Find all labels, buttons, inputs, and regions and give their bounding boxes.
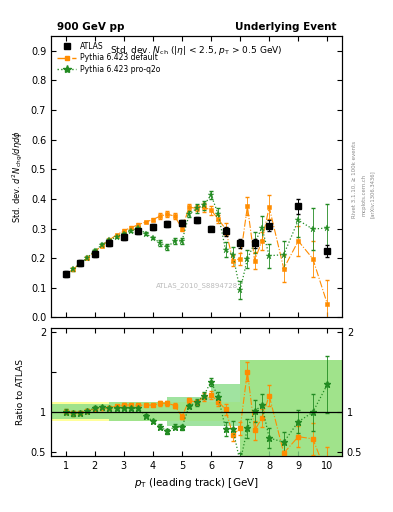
- Y-axis label: Std. dev. $d^2N_\mathrm{chg}/d\eta d\phi$: Std. dev. $d^2N_\mathrm{chg}/d\eta d\phi…: [11, 130, 25, 223]
- Bar: [51, 404, 109, 419]
- Text: 900 GeV pp: 900 GeV pp: [57, 22, 125, 32]
- Bar: [298, 360, 342, 456]
- Bar: [240, 360, 342, 456]
- Text: [arXiv:1306.3436]: [arXiv:1306.3436]: [369, 170, 375, 219]
- Y-axis label: Ratio to ATLAS: Ratio to ATLAS: [16, 359, 25, 424]
- Bar: [109, 402, 167, 421]
- Text: Underlying Event: Underlying Event: [235, 22, 336, 32]
- Bar: [109, 402, 167, 421]
- Bar: [167, 397, 211, 426]
- Bar: [240, 360, 269, 456]
- Text: mcplots.cern.ch: mcplots.cern.ch: [362, 174, 367, 216]
- Bar: [211, 402, 240, 421]
- Legend: ATLAS, Pythia 6.423 default, Pythia 6.423 pro-q2o: ATLAS, Pythia 6.423 default, Pythia 6.42…: [55, 39, 163, 76]
- Text: Std. dev. $N_\mathrm{ch}$ ($|\eta|$ < 2.5, $p_\mathrm{T}$ > 0.5 GeV): Std. dev. $N_\mathrm{ch}$ ($|\eta|$ < 2.…: [110, 45, 283, 57]
- Text: ATLAS_2010_S8894728: ATLAS_2010_S8894728: [156, 283, 237, 289]
- Bar: [269, 360, 298, 456]
- Bar: [211, 383, 240, 426]
- X-axis label: $p_\mathrm{T}$ (leading track) [GeV]: $p_\mathrm{T}$ (leading track) [GeV]: [134, 476, 259, 490]
- Text: Rivet 3.1.10, ≥ 100k events: Rivet 3.1.10, ≥ 100k events: [352, 141, 357, 218]
- Bar: [51, 402, 109, 421]
- Bar: [167, 402, 211, 421]
